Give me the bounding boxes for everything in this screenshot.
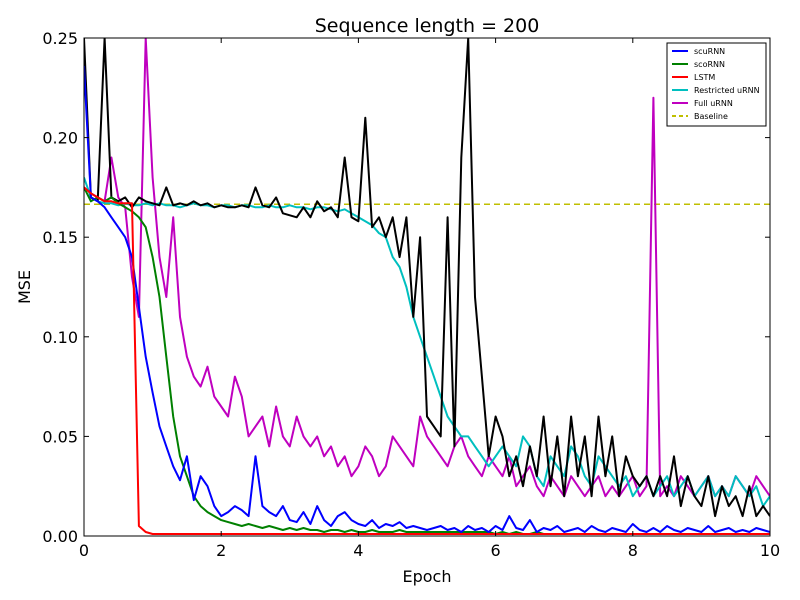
chart-title: Sequence length = 200	[315, 15, 540, 37]
y-axis-title: MSE	[15, 270, 34, 304]
y-tick-label: 0.15	[42, 228, 78, 247]
y-tick-label: 0.00	[42, 527, 78, 546]
legend-label: Full uRNN	[694, 99, 733, 108]
series-line-lstm	[84, 186, 770, 535]
y-axis: 0.00 0.05 0.10 0.15 0.20 0.25	[42, 29, 770, 546]
series-line-full-urnn	[84, 38, 770, 498]
x-tick-label: 0	[79, 541, 89, 560]
series-line-scurnn	[84, 65, 770, 533]
y-tick-label: 0.20	[42, 129, 78, 148]
x-axis-title: Epoch	[403, 567, 452, 586]
x-tick-label: 8	[628, 541, 638, 560]
plot-frame	[83, 37, 771, 537]
legend: scuRNN scoRNN LSTM Restricted uRNN Full uRNN…	[666, 42, 767, 127]
legend-label: Baseline	[694, 112, 728, 121]
x-tick-label: 10	[760, 541, 780, 560]
x-tick-label: 4	[353, 541, 363, 560]
x-tick-label: 6	[491, 541, 501, 560]
legend-label: scoRNN	[694, 60, 725, 69]
y-tick-label: 0.05	[42, 427, 78, 446]
legend-label: LSTM	[694, 73, 715, 82]
x-tick-label: 2	[216, 541, 226, 560]
series-line-unlabeled-series	[84, 38, 770, 518]
legend-box	[666, 42, 767, 127]
legend-label: Restricted uRNN	[694, 86, 760, 95]
series-layer	[84, 38, 770, 535]
y-tick-label: 0.10	[42, 328, 78, 347]
x-axis: 0 2 4 6 8 10	[79, 38, 780, 560]
legend-label: scuRNN	[694, 47, 725, 56]
y-tick-label: 0.25	[42, 29, 78, 48]
